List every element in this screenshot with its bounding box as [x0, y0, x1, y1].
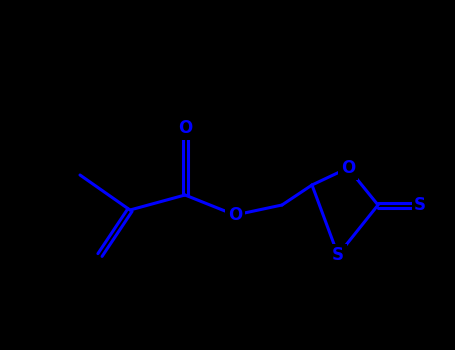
- Text: S: S: [414, 196, 426, 214]
- Text: O: O: [341, 159, 355, 177]
- Text: S: S: [332, 246, 344, 264]
- Text: O: O: [178, 119, 192, 137]
- Text: O: O: [228, 206, 242, 224]
